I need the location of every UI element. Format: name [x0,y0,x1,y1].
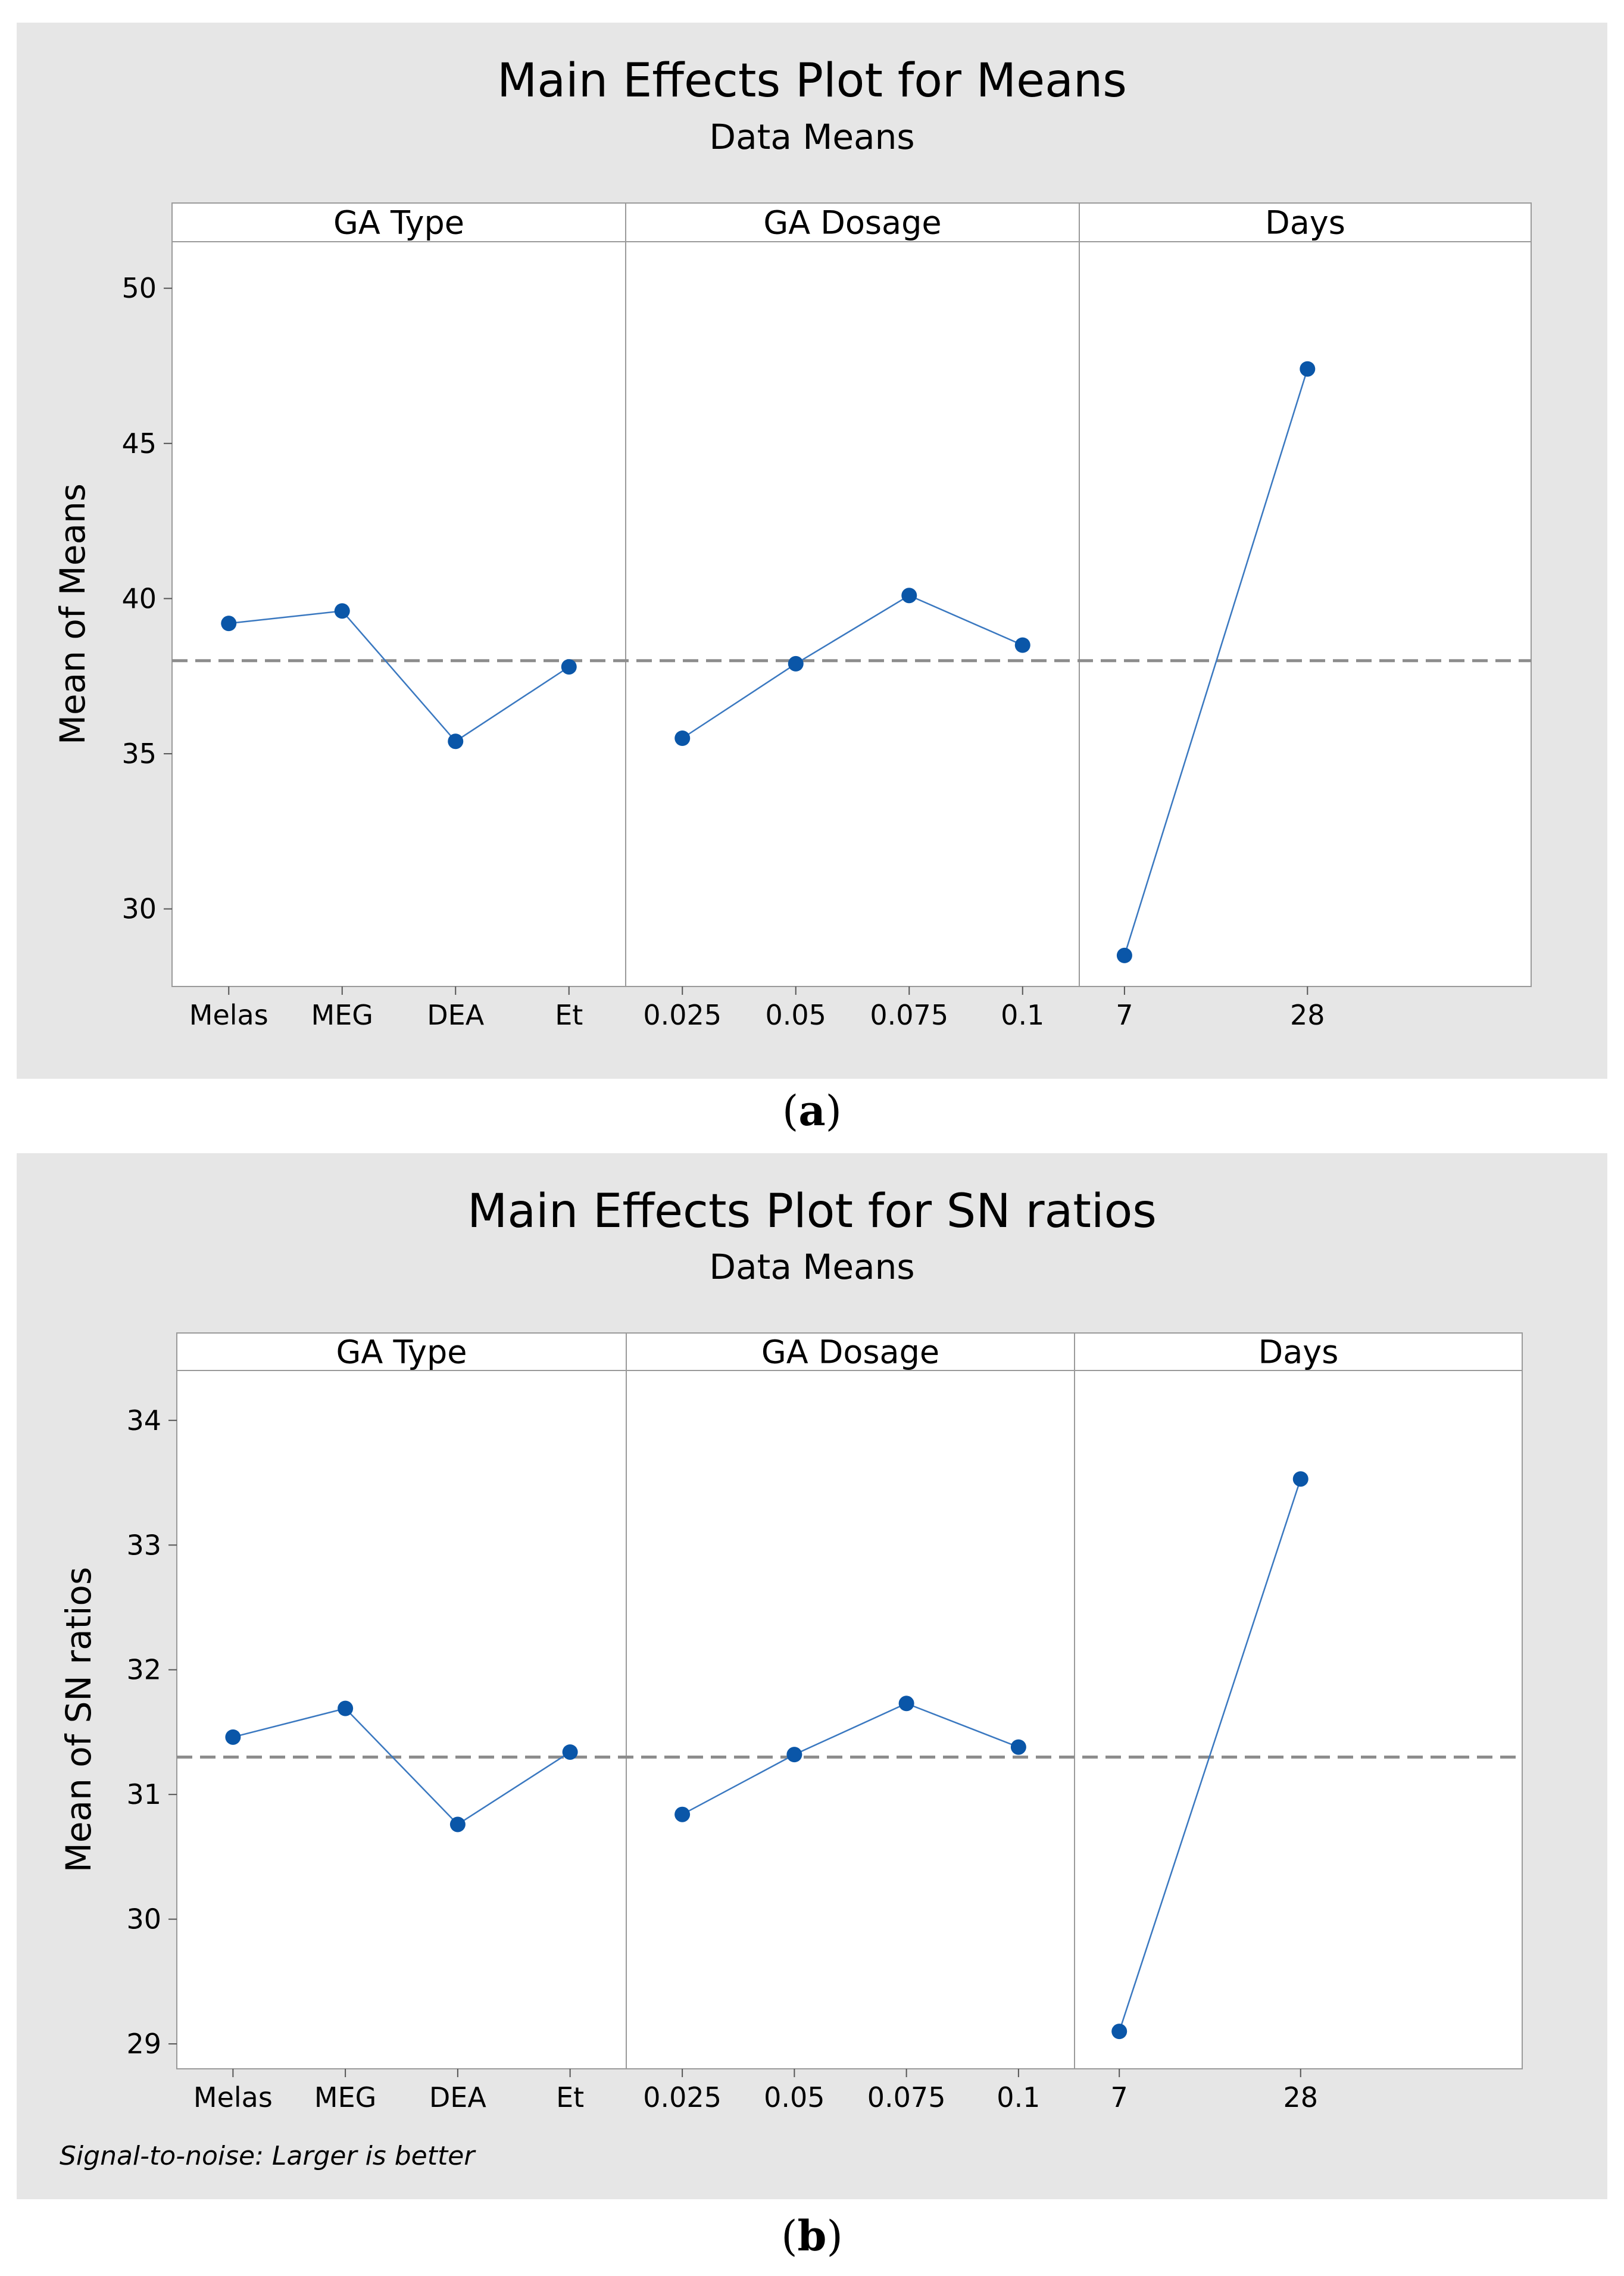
panel-title: GA Type [333,204,464,242]
data-point [1292,1471,1308,1487]
data-point [1116,947,1132,963]
panel-strip [171,202,1532,242]
y-tick-label: 34 [126,1404,161,1437]
x-tick-label: 7 [1116,999,1133,1031]
x-tick-label: MEG [311,999,373,1031]
panel-title: Days [1265,204,1345,242]
x-tick-label: DEA [427,999,484,1031]
x-tick-label: 7 [1111,2081,1128,2113]
series-line [1119,1478,1301,2032]
data-point [221,616,237,632]
plot-area [176,1332,1523,2069]
data-point [561,659,577,675]
x-tick-label: 0.05 [764,2081,825,2113]
y-tick-label: 45 [121,427,157,460]
x-tick-label: Melas [189,999,268,1031]
x-tick-label: 0.025 [643,999,722,1031]
y-tick-label: 29 [126,2028,161,2060]
data-point [901,588,917,604]
data-point [674,1806,691,1822]
data-point [225,1729,241,1745]
data-point [786,1747,802,1763]
data-point [334,603,350,619]
x-tick-label: 0.025 [643,2081,722,2113]
chart-a: Main Effects Plot for Means Data Means 30 3… [17,23,1607,1135]
x-tick-label: Et [556,2081,584,2113]
y-tick-label: 40 [121,582,157,614]
series-line [233,1707,571,1826]
y-tick-label: 35 [121,738,157,770]
data-point [1111,2024,1128,2040]
x-tick-label: Et [555,999,583,1031]
data-point [898,1696,914,1712]
y-tick-label: 32 [126,1654,161,1686]
x-tick-label: 28 [1290,999,1325,1031]
x-tick-label: 28 [1283,2081,1318,2113]
figure-caption: (a) [782,1086,842,1135]
x-tick-label: 0.05 [766,999,826,1031]
data-point [788,655,804,672]
plot-area [171,202,1532,987]
x-tick-label: DEA [429,2081,486,2113]
data-point [1010,1739,1026,1755]
y-tick-label: 33 [126,1529,161,1561]
chart-subtitle: Data Means [709,117,914,157]
data-point [674,730,691,746]
series-line [682,1702,1019,1815]
x-tick-label: 0.1 [1001,999,1044,1031]
x-tick-label: 0.075 [867,2081,946,2113]
chart-title: Main Effects Plot for SN ratios [467,1185,1157,1238]
data-point [1300,361,1316,377]
y-tick-label: 30 [121,893,157,925]
x-tick-label: MEG [314,2081,376,2113]
data-point [448,733,464,750]
x-tick-label: 0.1 [997,2081,1040,2113]
panel-title: GA Dosage [763,204,941,242]
chart-title: Main Effects Plot for Means [497,54,1127,108]
y-tick-label: 30 [126,1903,161,1935]
data-point [338,1700,354,1716]
y-axis-title: Mean of Means [52,483,93,745]
panel-title: GA Type [336,1334,467,1371]
chart-subtitle: Data Means [709,1247,914,1287]
chart-b: Main Effects Plot for SN ratios Data Mean… [17,1153,1607,2261]
series-line [1123,369,1308,956]
panel-strip [176,1332,1523,1371]
y-axis-title: Mean of SN ratios [58,1567,99,1872]
y-tick-label: 31 [126,1778,161,1810]
y-tick-label: 50 [121,272,157,304]
panel-title: Days [1258,1334,1339,1371]
footnote: Signal-to-noise: Larger is better [60,2141,476,2171]
panel-title: GA Dosage [761,1334,939,1371]
series-line [682,594,1023,739]
series-line [229,610,570,742]
x-tick-label: Melas [193,2081,273,2113]
data-point [1014,637,1030,653]
data-point [449,1816,466,1832]
data-point [562,1744,578,1760]
x-tick-label: 0.075 [870,999,948,1031]
figure-caption: (b) [781,2211,843,2261]
